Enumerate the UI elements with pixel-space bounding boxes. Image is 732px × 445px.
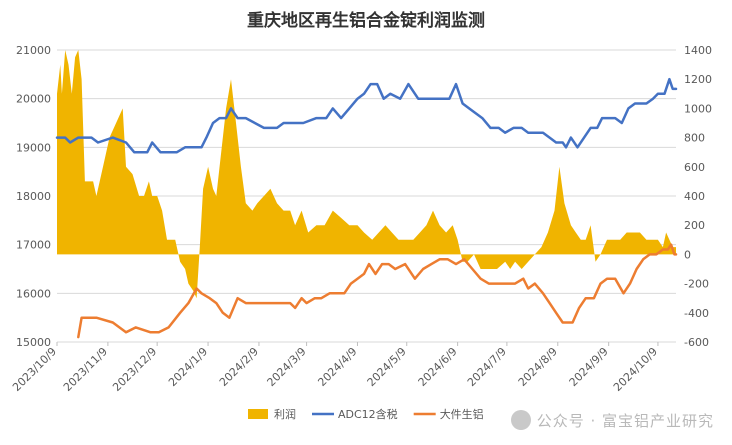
left-tick-label: 15000 [16,336,51,349]
right-tick-label: 200 [684,219,705,232]
x-tick-label: 2024/10/9 [611,345,660,394]
left-tick-label: 21000 [16,44,51,57]
right-tick-label: 1200 [684,73,712,86]
legend-item: 利润 [248,407,296,421]
chart-title: 重庆地区再生铝合金锭利润监测 [247,10,485,31]
x-axis: 2023/10/9 2023/11/9 2023/12/9 2024/1/9 2024/… [10,342,660,394]
x-tick-label: 2024/8/9 [516,345,560,389]
x-tick-label: 2024/4/9 [315,345,359,389]
left-tick-label: 16000 [16,287,51,300]
wechat-logo-icon [510,410,531,430]
legend: 利润 ADC12含税 大件生铝 [248,407,484,421]
right-tick-label: 600 [684,161,705,174]
scrap-aluminum-line [77,243,678,339]
x-tick-label: 2024/1/9 [166,345,210,389]
legend-item: ADC12含税 [312,407,398,421]
profit-area-series [57,50,676,299]
left-tick-label: 20000 [16,93,51,106]
legend-label: 大件生铝 [440,407,484,421]
left-tick-label: 18000 [16,190,51,203]
legend-label: ADC12含税 [338,407,398,421]
right-tick-label: 0 [684,248,691,261]
right-tick-label: 1400 [684,44,712,57]
right-tick-label: -400 [684,307,709,320]
x-tick-label: 2024/7/9 [465,345,509,389]
x-tick-label: 2024/5/9 [365,345,409,389]
x-tick-label: 2024/6/9 [416,345,460,389]
watermark-text: 公众号 · 富宝铝产业研究 [536,412,714,430]
left-axis: 15000 16000 17000 18000 19000 20000 21000 [16,44,51,349]
left-tick-label: 19000 [16,141,51,154]
adc12-line [55,77,678,154]
x-tick-label: 2023/12/9 [110,345,159,394]
right-tick-label: 400 [684,190,705,203]
watermark: 公众号 · 富宝铝产业研究 [510,410,714,431]
profit-area [57,50,676,299]
right-tick-label: 800 [684,132,705,145]
right-tick-label: -600 [684,336,709,349]
legend-swatch-area [248,409,268,419]
left-tick-label: 17000 [16,239,51,252]
right-tick-label: -200 [684,278,709,291]
legend-item: 大件生铝 [413,407,484,421]
legend-label: 利润 [274,407,296,421]
right-tick-label: 1000 [684,102,712,115]
x-tick-label: 2023/10/9 [10,345,59,394]
x-tick-label: 2024/9/9 [567,345,611,389]
x-tick-label: 2024/2/9 [217,345,261,389]
price-line-series [55,77,678,339]
right-axis: -600 -400 -200 0 200 400 600 800 1000 1200 1400 [684,44,712,349]
x-tick-label: 2023/11/9 [61,345,110,394]
x-tick-label: 2024/3/9 [265,345,309,389]
